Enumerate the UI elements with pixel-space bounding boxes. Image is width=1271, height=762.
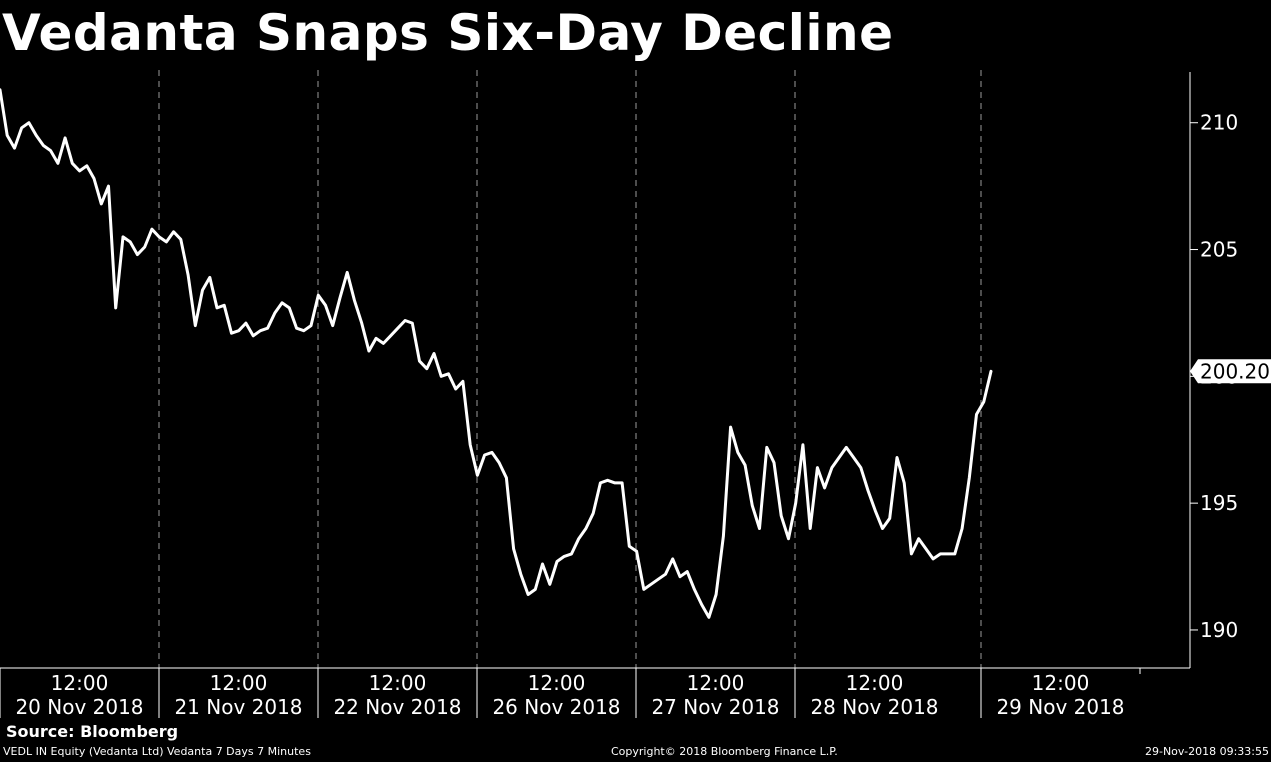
footer-ticker: VEDL IN Equity (Vedanta Ltd) Vedanta 7 D… [3,745,311,758]
x-tick-time: 12:00 [846,671,904,695]
x-tick-date: 22 Nov 2018 [333,695,461,719]
last-price-label: 200.20 [1200,359,1270,383]
price-series-line [0,88,993,619]
y-tick-label: 195 [1200,491,1238,515]
x-tick-time: 12:00 [1032,671,1090,695]
chart-title: Vedanta Snaps Six-Day Decline [2,4,894,62]
last-price-tag [1190,359,1271,384]
source-label: Source: Bloomberg [6,722,179,741]
x-tick-date: 27 Nov 2018 [651,695,779,719]
last-price-marker: 200.20 [1190,359,1271,384]
x-tick-date: 26 Nov 2018 [492,695,620,719]
x-tick-time: 12:00 [528,671,586,695]
x-tick-date: 20 Nov 2018 [15,695,143,719]
x-tick-time: 12:00 [210,671,268,695]
y-tick-label: 205 [1200,238,1238,262]
footer-timestamp: 29-Nov-2018 09:33:55 [1144,745,1269,758]
session-gridlines [158,70,982,668]
x-tick-date: 21 Nov 2018 [174,695,302,719]
y-tick-label: 190 [1200,618,1238,642]
x-tick-time: 12:00 [687,671,745,695]
x-tick-time: 12:00 [369,671,427,695]
y-axis-ticks: 190195200205210 [1190,111,1238,642]
x-tick-date: 29 Nov 2018 [996,695,1124,719]
y-tick-label: 210 [1200,111,1238,135]
footer-copyright: Copyright© 2018 Bloomberg Finance L.P. [611,745,838,758]
axes [0,72,1191,669]
x-tick-date: 28 Nov 2018 [810,695,938,719]
x-tick-time: 12:00 [51,671,109,695]
